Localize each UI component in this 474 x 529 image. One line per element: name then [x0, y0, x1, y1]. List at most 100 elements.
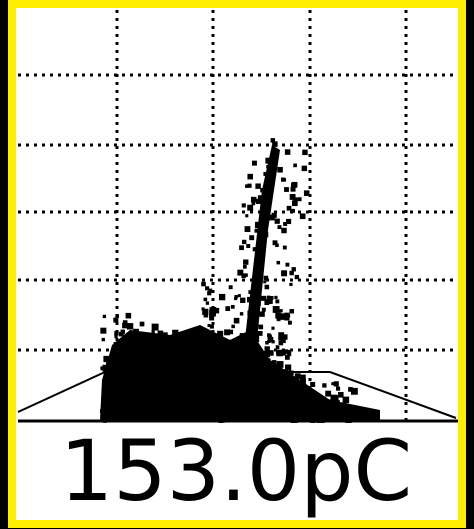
pattern-dot: [266, 295, 271, 300]
pattern-dot: [268, 367, 273, 372]
pattern-dot: [197, 379, 204, 385]
pattern-dot: [140, 410, 148, 418]
pattern-dot: [254, 354, 260, 360]
pattern-dot: [333, 397, 339, 403]
pattern-dot: [247, 389, 254, 396]
pattern-dot: [141, 383, 146, 388]
pattern-dot: [265, 341, 269, 345]
pattern-dot: [248, 290, 253, 295]
pattern-dot: [174, 379, 179, 384]
pattern-dot: [199, 349, 204, 354]
pattern-dot: [288, 370, 294, 376]
pattern-dot: [113, 342, 119, 348]
pattern-dot: [194, 401, 201, 408]
pattern-dot: [154, 368, 161, 375]
pattern-dot: [239, 312, 244, 316]
pattern-dot: [153, 359, 159, 366]
pattern-dot: [231, 324, 235, 329]
pattern-dot: [205, 286, 210, 291]
reading: 153.0pC: [60, 422, 412, 520]
pattern-dot: [267, 358, 271, 362]
pattern-dot: [263, 171, 268, 176]
pattern-dot: [267, 333, 271, 337]
pattern-dot: [160, 409, 168, 416]
pattern-dot: [242, 400, 250, 408]
pattern-dot: [148, 393, 154, 400]
pattern-dot: [348, 387, 353, 392]
pattern-dot: [108, 357, 116, 364]
pattern-dot: [215, 379, 220, 383]
pattern-dot: [252, 247, 257, 252]
pattern-dot: [255, 198, 261, 204]
pattern-dot: [272, 141, 278, 147]
pattern-dot: [246, 409, 250, 413]
pattern-dot: [160, 397, 165, 402]
pattern-dot: [254, 299, 261, 306]
pattern-dot: [281, 397, 288, 404]
pattern-dot: [281, 351, 286, 356]
pattern-dot: [275, 299, 280, 304]
pattern-dot: [333, 381, 339, 387]
pattern-dot: [135, 401, 141, 407]
pattern-dot: [133, 328, 139, 335]
pattern-dot: [208, 392, 215, 399]
pattern-dot: [126, 323, 134, 330]
pattern-dot: [230, 304, 235, 309]
pattern-dot: [102, 314, 107, 319]
pattern-dot: [231, 383, 238, 391]
pattern-dot: [250, 342, 256, 349]
pattern-dot: [196, 406, 203, 413]
pattern-dot: [177, 355, 182, 360]
pattern-dot: [300, 374, 306, 381]
pattern-dot: [303, 190, 310, 196]
pattern-dot: [275, 388, 280, 393]
pattern-dot: [185, 385, 192, 392]
pattern-dot: [284, 368, 289, 373]
pattern-dot: [260, 187, 265, 193]
pattern-dot: [306, 396, 311, 400]
pattern-dot: [194, 385, 198, 389]
pattern-dot: [247, 204, 254, 211]
pattern-dot: [254, 391, 258, 396]
pattern-dot: [202, 308, 209, 315]
pattern-dot: [278, 405, 283, 410]
pattern-dot: [166, 409, 172, 416]
pattern-dot: [275, 312, 282, 319]
pattern-dot: [243, 264, 247, 269]
pattern-dot: [251, 201, 256, 206]
pattern-dot: [293, 411, 299, 417]
pattern-dot: [237, 269, 244, 276]
pattern-dot: [209, 309, 216, 317]
pattern-dot: [272, 394, 279, 402]
pattern-dot: [281, 227, 287, 234]
pattern-dot: [260, 373, 266, 379]
pattern-dot: [253, 272, 259, 278]
pattern-dot: [274, 365, 279, 371]
pattern-dot: [182, 364, 188, 370]
pattern-dot: [349, 406, 356, 413]
pattern-dot: [239, 385, 246, 391]
pattern-dot: [128, 394, 133, 399]
pattern-dot: [162, 354, 169, 361]
pattern-dot: [250, 385, 257, 392]
pattern-dot: [186, 380, 193, 387]
pattern-dot: [151, 330, 155, 334]
pattern-dot: [267, 215, 271, 220]
pattern-dot: [293, 163, 297, 168]
pattern-dot: [287, 411, 294, 418]
pattern-dot: [277, 402, 282, 407]
pattern-dot: [205, 367, 209, 372]
pattern-dot: [246, 244, 251, 249]
pattern-dot: [233, 409, 240, 415]
pattern-dot: [299, 213, 306, 220]
pattern-dot: [108, 411, 112, 416]
pattern-dot: [132, 412, 140, 420]
pattern-dot: [292, 394, 299, 401]
pattern-dot: [216, 340, 220, 344]
pattern-dot: [114, 335, 118, 339]
pattern-dot: [281, 389, 288, 395]
pattern-dot: [204, 407, 211, 414]
pattern-dot: [234, 295, 238, 299]
pattern-dot: [234, 296, 238, 301]
pattern-dot: [189, 403, 195, 410]
